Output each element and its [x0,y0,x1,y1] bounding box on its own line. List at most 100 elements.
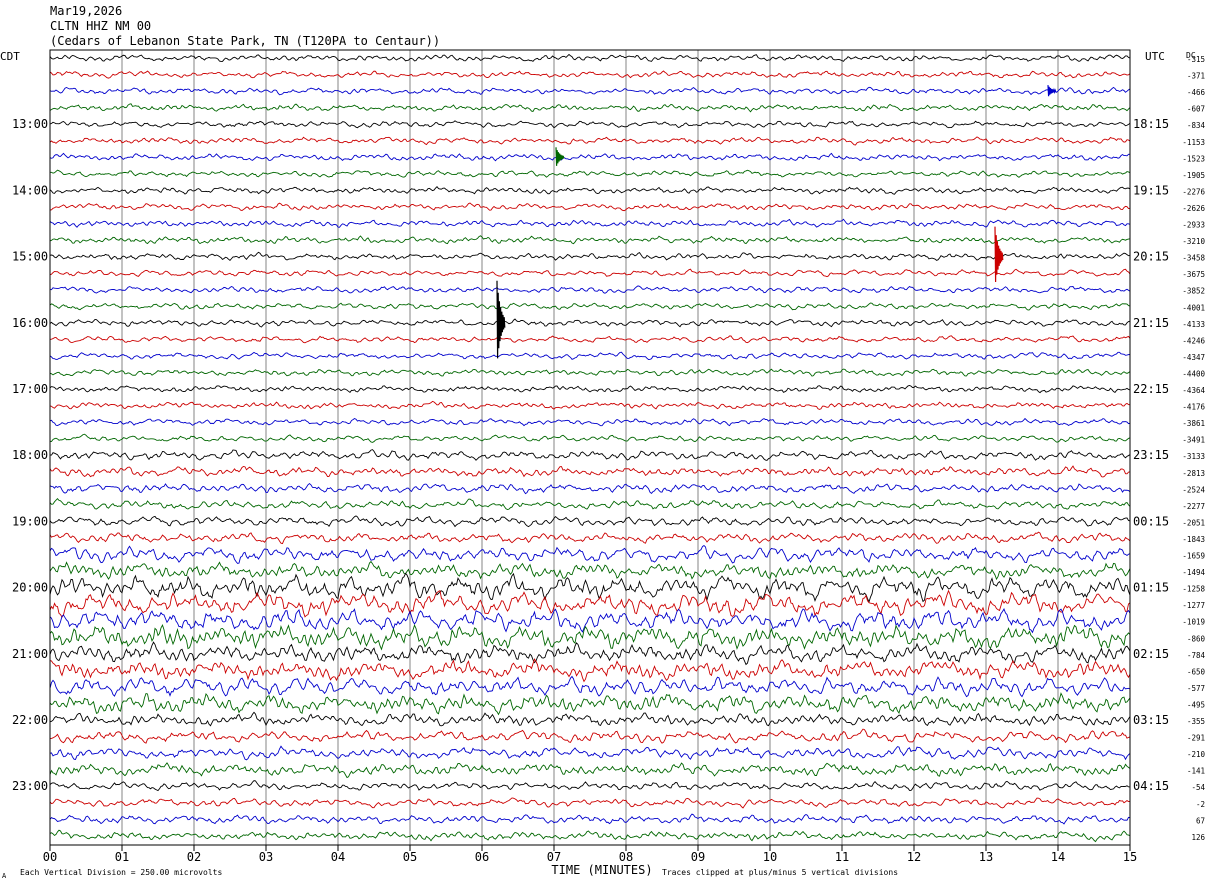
cdt-hour-label: 16:00 [12,316,48,330]
x-axis-title: TIME (MINUTES) [551,863,652,877]
trace-line [49,70,1131,79]
cdt-hour-label: 22:00 [12,713,48,727]
dc-offset-label: -4400 [1182,369,1205,378]
trace-line [49,169,1131,178]
dc-offset-label: -4133 [1182,320,1205,329]
transient-event [1047,85,1057,97]
x-tick-label: 01 [115,850,129,864]
cdt-hour-label: 14:00 [12,183,48,197]
x-tick-label: 03 [259,850,273,864]
trace-line [49,658,1131,683]
trace-line [49,218,1131,228]
trace-line [49,103,1131,113]
trace-line [49,335,1131,344]
header-station: CLTN HHZ NM 00 [50,19,152,33]
transient-event [555,147,565,166]
dc-offset-label: -2051 [1182,518,1205,527]
dc-offset-label: -1019 [1182,618,1205,627]
dc-offset-label: -2276 [1182,187,1205,196]
dc-offset-label: -607 [1187,105,1205,114]
trace-line [49,608,1131,634]
dc-offset-label: -1153 [1182,138,1205,147]
vertical-division-note: Each Vertical Division = 250.00 microvol… [20,868,222,877]
trace-line [49,120,1131,129]
trace-line [49,531,1131,545]
trace-line [49,433,1131,443]
dc-offset-label: -1843 [1182,535,1205,544]
trace-line [49,86,1131,96]
dc-label: DC [1186,51,1196,60]
dc-offset-label: -860 [1187,634,1206,643]
dc-offset-label: -371 [1187,72,1205,81]
x-tick-label: 09 [691,850,705,864]
trace-line [49,268,1131,278]
dc-offset-label: -2524 [1182,485,1205,494]
header-location: (Cedars of Lebanon State Park, TN (T120P… [50,34,441,48]
transient-event [994,226,1004,283]
trace-line [49,692,1131,716]
trace-line [49,641,1131,666]
trace-line [49,829,1131,843]
trace-line [49,545,1131,564]
transient-event [496,280,506,359]
trace-line [49,482,1131,495]
dc-offset-label: -834 [1187,121,1206,130]
x-tick-label: 11 [835,850,849,864]
trace-line [49,623,1131,651]
dc-offset-label: -2626 [1182,204,1205,213]
utc-hour-label: 01:15 [1133,581,1169,595]
trace-line [49,251,1131,262]
trace-line [49,813,1131,825]
trace-line [49,202,1131,212]
trace-line [49,368,1131,377]
x-tick-label: 10 [763,850,777,864]
dc-offset-label: -3458 [1182,254,1205,263]
utc-hour-label: 00:15 [1133,514,1169,528]
dc-offset-label: -3852 [1182,287,1205,296]
cdt-hour-label: 13:00 [12,117,48,131]
utc-hour-label: 03:15 [1133,713,1169,727]
dc-offset-label: -650 [1187,667,1206,676]
dc-offset-label: -2933 [1182,221,1205,230]
x-tick-label: 08 [619,850,633,864]
trace-line [49,53,1131,62]
dc-offset-label: 67 [1196,816,1205,825]
dc-offset-label: -3133 [1182,452,1205,461]
dc-offset-label: -1523 [1182,154,1205,163]
trace-line [49,185,1131,195]
cdt-axis-label: CDT [0,50,20,63]
dc-offset-label: -577 [1187,684,1205,693]
dc-offset-label: -784 [1187,651,1206,660]
cdt-hour-label: 23:00 [12,779,48,793]
trace-line [49,302,1131,311]
dc-offset-label: -495 [1187,700,1205,709]
utc-hour-label: 20:15 [1133,250,1169,264]
time-grid [121,50,1059,845]
utc-axis-label: UTC [1145,50,1165,63]
utc-hour-label: 21:15 [1133,316,1169,330]
utc-hour-label: 22:15 [1133,382,1169,396]
trace-line [49,589,1131,619]
dc-offset-label: -291 [1187,734,1205,743]
dc-offset-label: -4347 [1182,353,1205,362]
trace-line [49,560,1131,581]
dc-offset-label: -4364 [1182,386,1205,395]
clipping-note: Traces clipped at plus/minus 5 vertical … [662,868,898,877]
cdt-hour-label: 17:00 [12,382,48,396]
trace-line [49,152,1131,162]
dc-offset-label: -1905 [1182,171,1205,180]
trace-line [49,285,1131,294]
x-tick-label: 12 [907,850,921,864]
utc-hour-label: 23:15 [1133,448,1169,462]
corner-mark: A [2,872,7,880]
dc-offset-label: -3861 [1182,419,1205,428]
trace-line [49,780,1131,792]
cdt-hour-label: 15:00 [12,250,48,264]
dc-offset-label: -2277 [1182,502,1205,511]
dc-offset-label: -210 [1187,750,1206,759]
dc-offset-label: -1277 [1182,601,1205,610]
header-date: Mar19,2026 [50,4,123,18]
dc-offset-label: -3491 [1182,436,1205,445]
dc-offset-label: -1258 [1182,585,1205,594]
trace-line [49,465,1131,478]
